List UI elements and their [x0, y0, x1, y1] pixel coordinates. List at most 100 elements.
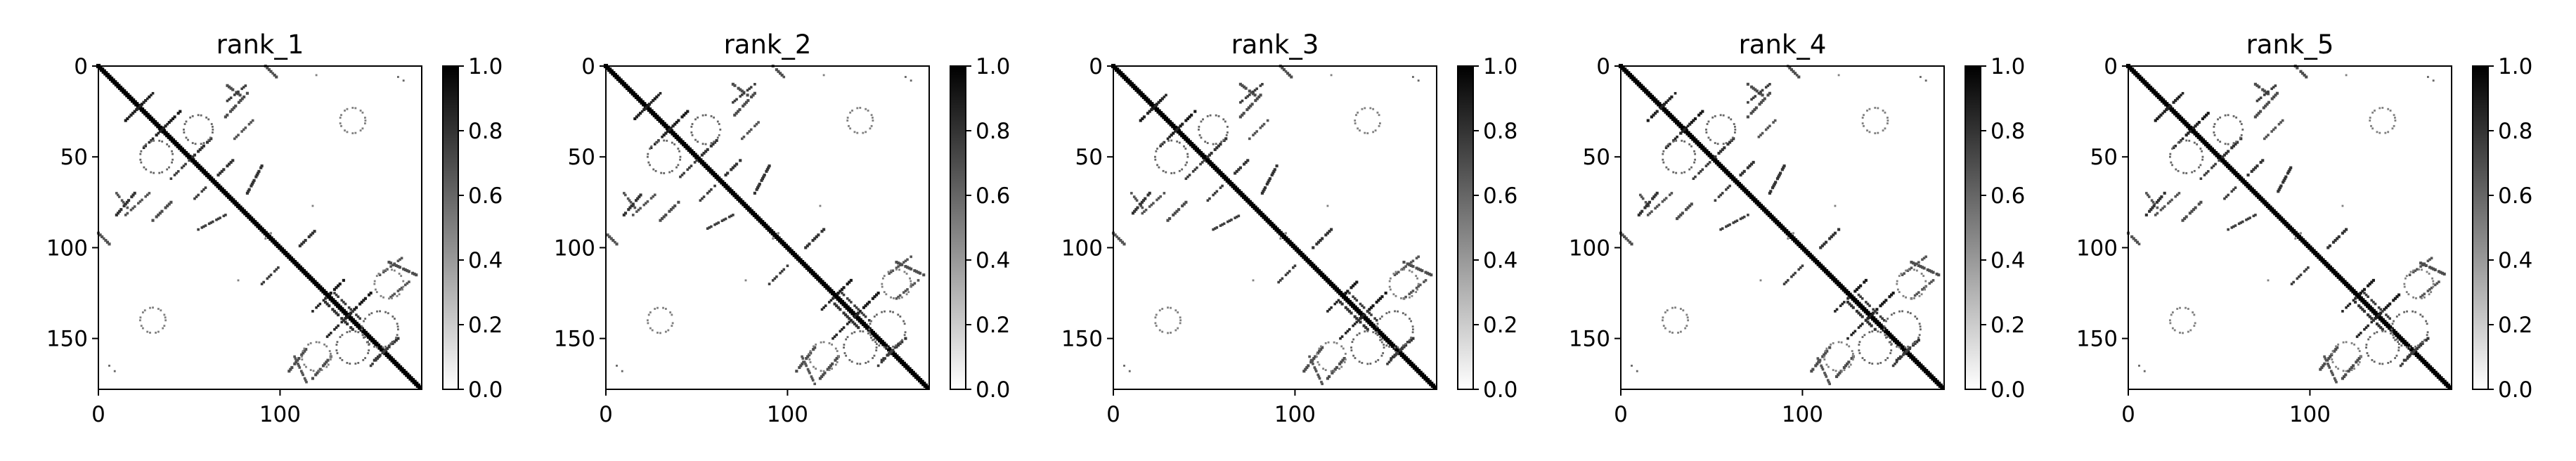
contact-cell [1669, 330, 1671, 333]
contact-cell [242, 128, 245, 131]
contact-cell [373, 358, 376, 362]
contact-cell [354, 330, 357, 333]
contact-cell [813, 345, 815, 348]
contact-cell [364, 119, 367, 122]
contact-cell [393, 269, 396, 272]
contact-cell [1121, 240, 1124, 244]
contact-cell [2370, 317, 2374, 320]
contact-cell [1870, 313, 1873, 317]
contact-cell [680, 174, 684, 176]
contact-cell [2324, 357, 2327, 360]
contact-cell [254, 175, 258, 178]
contact-cell [126, 206, 129, 209]
contact-cell [808, 371, 811, 375]
contact-cell [1690, 166, 1692, 169]
contact-cell [1748, 164, 1752, 168]
contact-cell [1350, 286, 1353, 290]
contact-cell [1160, 97, 1164, 100]
contact-cell [1855, 287, 1859, 291]
contact-cell [2290, 283, 2293, 285]
contact-cell [2424, 338, 2428, 342]
contact-cell [367, 293, 371, 297]
contact-cell [1417, 285, 1420, 288]
colorbar: 0.00.20.40.60.81.0 [1965, 54, 2025, 403]
contact-cell [2235, 141, 2239, 144]
contact-cell [2232, 142, 2235, 144]
contact-cell [1684, 126, 1688, 129]
contact-cell [1399, 348, 1402, 351]
contact-cell [1404, 343, 1407, 346]
contact-cell [2423, 296, 2426, 299]
contact-cell [654, 169, 657, 172]
contact-cell [301, 356, 303, 358]
contact-cell [1661, 105, 1664, 108]
contact-cell [1775, 177, 1779, 181]
contact-cell [1664, 311, 1666, 313]
contact-cell [211, 125, 214, 128]
contact-cell [1864, 278, 1868, 283]
contact-cell [876, 364, 880, 368]
contact-cell [686, 110, 690, 113]
contact-cell [191, 155, 195, 159]
contact-cell [813, 365, 815, 368]
contact-cell [1714, 142, 1716, 144]
contact-cell [2387, 108, 2390, 110]
contact-cell [1208, 153, 1212, 157]
contact-cell [1156, 148, 1158, 150]
contact-cell [1868, 304, 1871, 307]
contact-cell [1411, 76, 1414, 78]
contact-cell [709, 144, 713, 148]
contact-cell [904, 259, 907, 263]
contact-cell [349, 308, 353, 311]
contact-cell [1898, 310, 1901, 313]
contact-cell [2298, 275, 2300, 278]
contact-cell [2359, 306, 2362, 309]
contact-cell [2415, 297, 2417, 299]
contact-cell [2430, 266, 2433, 270]
contact-cell [364, 336, 367, 339]
contact-cell [808, 353, 811, 355]
contact-cell [141, 327, 144, 330]
contact-cell [1766, 93, 1770, 97]
contact-cell [768, 164, 771, 168]
contact-cell [341, 358, 344, 361]
contact-cell [820, 370, 822, 372]
contact-cell [2421, 297, 2423, 299]
contact-cell [328, 304, 331, 308]
contact-cell [349, 326, 353, 330]
contact-cell [1741, 216, 1744, 219]
axes-frame [605, 65, 930, 390]
contact-cell [719, 129, 722, 131]
contact-cell [1694, 175, 1697, 178]
contact-cell [137, 106, 140, 110]
contact-cell [1728, 223, 1731, 226]
contact-cell [1389, 288, 1392, 291]
contact-cell [1757, 135, 1761, 138]
contact-cell [1418, 283, 1422, 287]
contact-cell [131, 112, 134, 115]
contact-cell [1173, 171, 1176, 174]
contact-cell [1792, 70, 1795, 73]
contact-cell [148, 95, 151, 98]
contact-cell [909, 277, 911, 280]
contact-cell [2371, 318, 2375, 322]
contact-cell [1353, 315, 1357, 318]
contact-cell [2205, 113, 2208, 117]
contact-cell [351, 132, 354, 135]
contact-cell [2400, 344, 2403, 347]
contact-cell [131, 193, 135, 197]
contact-cell [1681, 130, 1684, 133]
contact-cell [2362, 287, 2367, 291]
contact-cell [1874, 132, 1877, 135]
contact-cell [250, 182, 254, 186]
contact-cell [403, 268, 407, 272]
contact-cell [1816, 357, 1820, 360]
contact-cell [1662, 319, 1664, 322]
contact-cell [1401, 346, 1404, 349]
contact-cell [2272, 86, 2275, 89]
contact-cell [2154, 119, 2157, 122]
contact-cell [2393, 124, 2395, 127]
contact-cell [2158, 115, 2161, 119]
contact-cell [257, 169, 261, 173]
contact-cell [150, 93, 153, 97]
